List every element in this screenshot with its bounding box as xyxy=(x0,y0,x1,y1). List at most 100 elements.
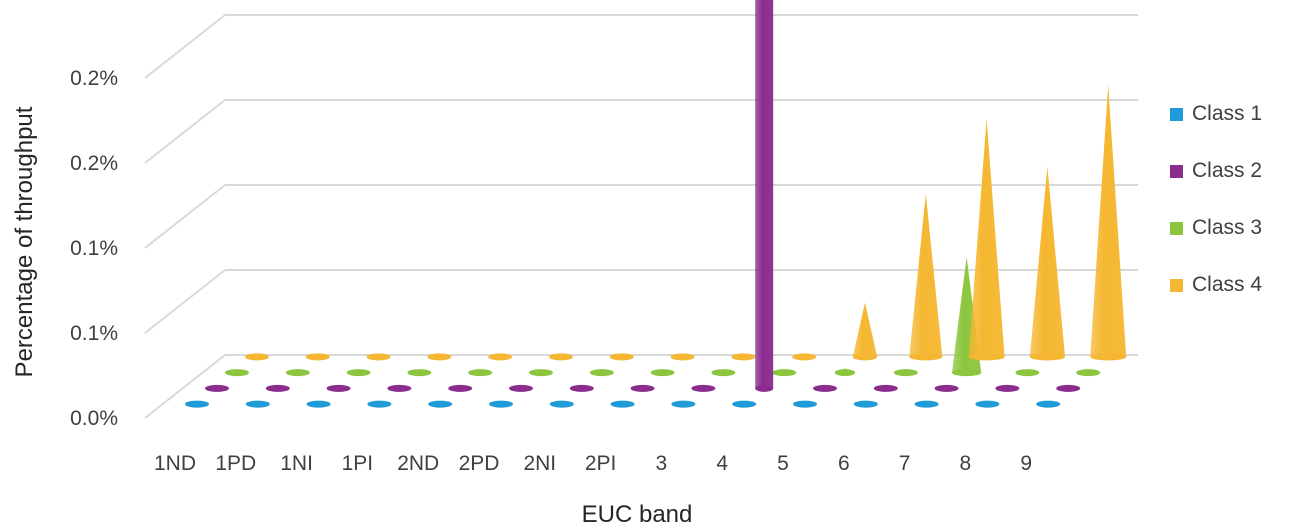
base-marker xyxy=(326,384,351,392)
legend-label: Class 3 xyxy=(1192,216,1262,239)
bar-cone-base xyxy=(1029,353,1066,361)
base-marker xyxy=(245,353,269,361)
legend: Class 1 Class 2 Class 3 Class 4 xyxy=(1170,102,1262,296)
base-marker xyxy=(813,384,837,392)
base-marker xyxy=(609,353,634,361)
x-tick-label: 5 xyxy=(777,452,789,475)
base-marker xyxy=(387,384,412,392)
base-marker xyxy=(225,369,249,377)
legend-swatch xyxy=(1170,108,1183,121)
x-tick-label: 2ND xyxy=(397,452,439,475)
base-marker xyxy=(975,400,1000,408)
base-marker xyxy=(610,400,635,408)
x-tick-label: 1ND xyxy=(154,452,196,475)
y-axis-title: Percentage of throughput xyxy=(11,106,38,377)
x-tick-label: 2NI xyxy=(523,452,556,475)
bar-cone-base xyxy=(951,369,982,377)
gridlines xyxy=(225,14,1138,356)
x-tick-label: 1PD xyxy=(215,452,256,475)
base-marker xyxy=(873,384,898,392)
base-marker xyxy=(245,400,270,408)
bar-cone xyxy=(968,118,1005,357)
x-tick-label: 2PD xyxy=(459,452,500,475)
bar-cone-base xyxy=(834,369,856,377)
legend-label: Class 2 xyxy=(1192,159,1262,182)
base-marker xyxy=(995,384,1020,392)
x-tick-label: 1NI xyxy=(280,452,313,475)
x-tick-label: 7 xyxy=(899,452,911,475)
y-tick-label: 0.0% xyxy=(70,407,118,430)
y-tick-label: 0.2% xyxy=(70,67,118,90)
legend-label: Class 1 xyxy=(1192,102,1262,125)
base-marker xyxy=(448,384,473,392)
base-marker xyxy=(265,384,290,392)
x-tick-label: 4 xyxy=(716,452,728,475)
base-marker xyxy=(1015,369,1040,377)
base-marker xyxy=(549,400,574,408)
x-tick-label: 6 xyxy=(838,452,850,475)
base-marker xyxy=(205,384,229,392)
base-marker xyxy=(731,353,756,361)
legend-swatch xyxy=(1170,222,1183,235)
base-marker xyxy=(529,369,553,377)
chart-walls xyxy=(144,14,226,419)
tick-labels: 0.0% 0.1% 0.1% 0.2% 0.2% 1ND 1PD 1NI 1PI 2ND 2PD 2N… xyxy=(70,67,1032,475)
base-marker xyxy=(792,353,817,361)
bar-cone-base xyxy=(909,353,943,361)
bar-cylinder xyxy=(755,0,774,389)
bar-cylinder-base xyxy=(755,384,774,392)
base-marker xyxy=(650,369,675,377)
base-marker xyxy=(691,384,716,392)
base-marker xyxy=(934,384,959,392)
side-wall-line xyxy=(144,99,226,164)
base-marker xyxy=(549,353,573,361)
data-marks: 0.6% xyxy=(755,0,1127,392)
side-wall-line xyxy=(144,14,226,79)
base-marker xyxy=(346,369,371,377)
base-marker xyxy=(1076,369,1101,377)
base-marker xyxy=(185,400,209,408)
base-marker xyxy=(488,353,513,361)
side-wall-line xyxy=(144,184,226,249)
legend-swatch xyxy=(1170,279,1183,292)
base-marker xyxy=(732,400,757,408)
base-marker xyxy=(1036,400,1061,408)
bar-cone xyxy=(1090,84,1127,357)
floor-markers xyxy=(185,353,1101,408)
base-marker xyxy=(670,353,695,361)
bar-cone-base xyxy=(852,353,878,361)
base-marker xyxy=(853,400,878,408)
base-marker xyxy=(366,353,391,361)
x-tick-label: 9 xyxy=(1020,452,1032,475)
x-tick-label: 8 xyxy=(960,452,972,475)
base-marker xyxy=(305,353,330,361)
legend-swatch xyxy=(1170,165,1183,178)
base-marker xyxy=(1056,384,1081,392)
x-tick-label: 3 xyxy=(656,452,668,475)
base-marker xyxy=(630,384,655,392)
y-tick-label: 0.2% xyxy=(70,152,118,175)
base-marker xyxy=(671,400,696,408)
base-marker xyxy=(407,369,432,377)
base-marker xyxy=(569,384,594,392)
bar-cone-base xyxy=(968,353,1005,361)
base-marker xyxy=(509,384,533,392)
x-tick-label: 1PI xyxy=(342,452,374,475)
base-marker xyxy=(914,400,939,408)
base-marker xyxy=(468,369,493,377)
base-marker xyxy=(306,400,331,408)
legend-label: Class 4 xyxy=(1192,273,1262,296)
y-tick-label: 0.1% xyxy=(70,322,118,345)
base-marker xyxy=(489,400,513,408)
side-wall-line xyxy=(144,269,226,334)
bar-cone xyxy=(852,302,878,357)
x-tick-label: 2PI xyxy=(585,452,617,475)
base-marker xyxy=(893,369,918,377)
base-marker xyxy=(428,400,453,408)
base-marker xyxy=(793,400,817,408)
bar-cone-base xyxy=(1090,353,1127,361)
side-wall-line xyxy=(144,354,226,419)
base-marker xyxy=(772,369,797,377)
y-tick-label: 0.1% xyxy=(70,237,118,260)
